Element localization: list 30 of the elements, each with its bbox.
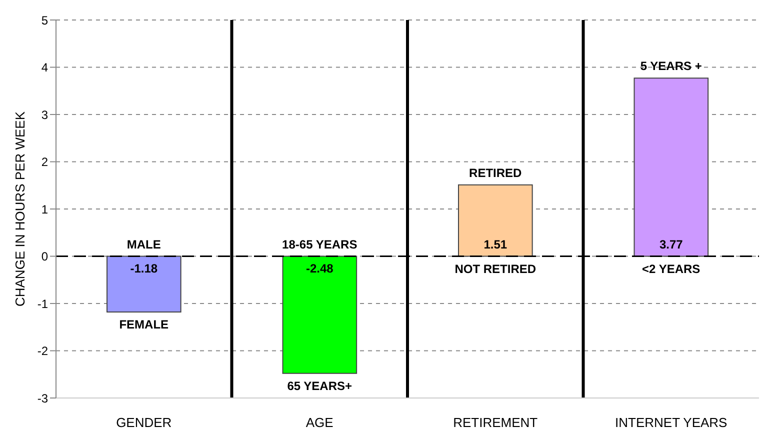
x-tick-label: INTERNET YEARS — [615, 415, 728, 430]
annotation: 5 YEARS + — [640, 59, 702, 74]
annotation: NOT RETIRED — [454, 262, 536, 276]
bar — [282, 256, 358, 374]
y-tick-label: -2 — [37, 344, 48, 358]
y-tick-label: 5 — [41, 13, 48, 28]
y-tick-label: -3 — [37, 391, 48, 406]
y-axis-title: CHANGE IN HOURS PER WEEK — [12, 111, 28, 307]
y-tick-label: 3 — [41, 108, 48, 122]
data-label: -2.48 — [306, 261, 334, 276]
bar — [458, 184, 533, 257]
annotation: RETIRED — [469, 166, 522, 180]
y-tick-label: 4 — [41, 60, 48, 75]
data-label: 3.77 — [659, 237, 684, 252]
bar — [634, 78, 709, 257]
annotation: MALE — [126, 237, 161, 252]
data-label: -1.18 — [130, 261, 158, 276]
x-tick-label: AGE — [306, 415, 334, 430]
y-tick-label: 2 — [41, 155, 48, 170]
annotation: 65 YEARS+ — [287, 378, 352, 393]
y-tick-label: -1 — [37, 296, 48, 311]
x-tick-label: RETIREMENT — [453, 415, 538, 430]
y-tick-label: 1 — [41, 202, 48, 216]
x-tick-label: GENDER — [116, 415, 172, 430]
y-tick-label: 0 — [41, 250, 48, 264]
bar — [106, 256, 182, 313]
annotation: FEMALE — [119, 318, 169, 332]
data-label: 1.51 — [484, 237, 508, 252]
annotation: 18-65 YEARS — [282, 237, 358, 252]
annotation: <2 YEARS — [642, 262, 700, 276]
